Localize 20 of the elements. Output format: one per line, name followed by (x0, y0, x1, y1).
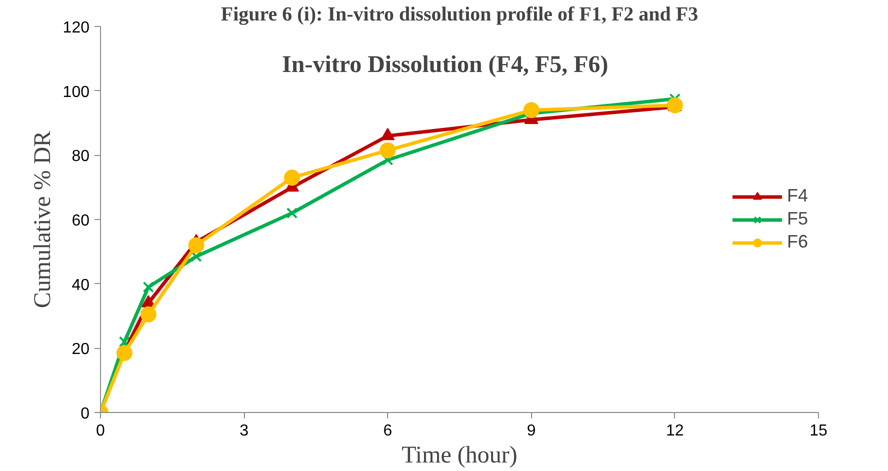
y-tick-label: 80 (72, 148, 90, 166)
y-tick-label: 40 (72, 276, 90, 294)
y-tick-label: 100 (62, 84, 90, 101)
legend-label: F4 (786, 186, 808, 206)
x-tick-label: 3 (240, 422, 249, 440)
text: In-vitro Dissolution (F4, F5, F6) (282, 52, 608, 78)
x-tick-label: 6 (383, 422, 392, 440)
y-tick-label: 0 (80, 406, 90, 422)
x-tick-label: 0 (96, 422, 106, 440)
x-axis-title: Time (hour) (402, 442, 518, 468)
y-tick-label: 120 (62, 20, 90, 36)
caption: Figure 6 (i): In-vitro dissolution profile of F1, F2 and F3 (220, 4, 698, 26)
legend-label: F5 (786, 208, 808, 230)
x-tick-label: 15 (810, 422, 828, 440)
y-axis-title: Cumulative % DR (30, 130, 56, 308)
y-tick-label: 20 (72, 341, 90, 358)
legend-label: F6 (786, 232, 808, 252)
x-tick-label: 12 (666, 422, 684, 440)
y-tick-label: 60 (72, 212, 90, 230)
x-tick-label: 9 (526, 422, 536, 440)
